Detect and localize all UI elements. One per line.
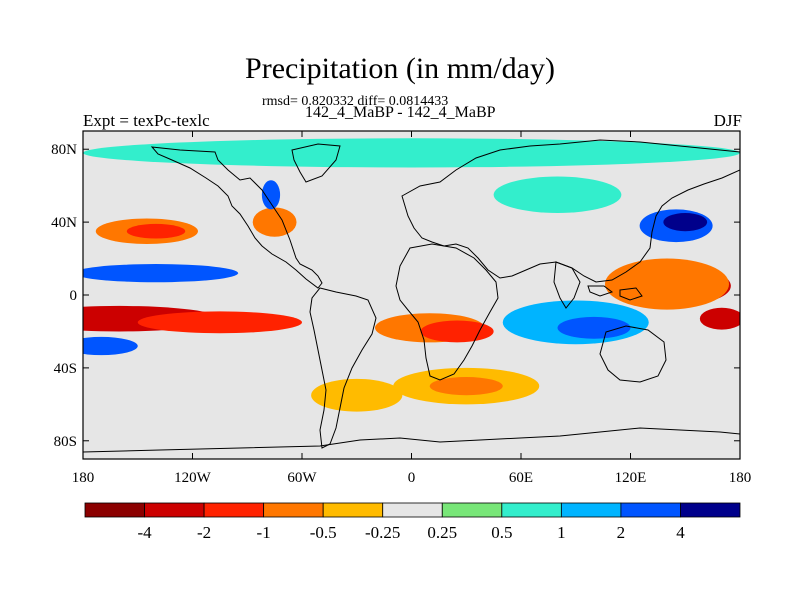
chart-subtitle: 142_4_MaBP - 142_4_MaBP	[305, 104, 496, 121]
y-tick-label-1: 40N	[51, 215, 77, 231]
y-tick-label-3: 40S	[54, 361, 77, 377]
coastlines	[83, 139, 740, 459]
precip-feature-12	[604, 258, 730, 310]
precip-feature-21	[493, 176, 622, 213]
season-label: DJF	[713, 111, 742, 130]
colorbar-swatch-4	[322, 502, 384, 518]
colorbar-swatch-1	[144, 502, 205, 518]
colorbar-swatch-7	[501, 502, 562, 518]
y-tick-label-2: 0	[70, 288, 78, 304]
precip-feature-3	[261, 180, 281, 210]
y-tick-label-4: 80S	[54, 434, 77, 450]
colorbar-label-5: 0.25	[427, 523, 457, 542]
precip-feature-1	[126, 223, 186, 239]
colorbar-label-8: 2	[617, 523, 626, 542]
precip-feature-5	[137, 311, 302, 334]
colorbar-swatch-9	[620, 502, 681, 518]
colorbar-swatch-2	[203, 502, 265, 518]
colorbar-label-2: -1	[257, 523, 271, 542]
x-tick-label-3: 0	[408, 470, 416, 486]
colorbar-label-6: 0.5	[491, 523, 512, 542]
colorbar-swatch-10	[680, 502, 741, 518]
colorbar-label-9: 4	[676, 523, 685, 542]
precipitation-field	[83, 131, 740, 459]
colorbar-swatch-6	[441, 502, 503, 518]
precip-feature-19	[663, 213, 708, 232]
precip-feature-8	[311, 378, 403, 412]
x-tick-label-6: 180	[729, 470, 752, 486]
precip-feature-13	[699, 307, 740, 330]
colorbar-swatch-5	[382, 502, 443, 518]
precip-feature-10	[429, 377, 503, 396]
precip-feature-7	[420, 320, 494, 343]
precip-feature-17	[83, 336, 138, 356]
x-tick-label-0: 180	[72, 470, 95, 486]
precip-feature-2	[252, 207, 297, 237]
colorbar-label-1: -2	[197, 523, 211, 542]
colorbar-swatch-0	[84, 502, 145, 518]
colorbar-label-7: 1	[557, 523, 566, 542]
x-tick-label-1: 120W	[174, 470, 212, 486]
colorbar-label-0: -4	[137, 523, 152, 542]
colorbar: -4 -2 -1 -0.5 -0.25 0.25 0.5 1 2 4	[84, 502, 741, 542]
axis-ticks: 180 120W 60W 0 60E 120E 180 80N 40N 0 40S 80S	[51, 131, 751, 486]
colorbar-swatch-8	[560, 502, 622, 518]
colorbar-label-4: -0.25	[365, 523, 400, 542]
chart-title: Precipitation (in mm/day)	[245, 52, 555, 85]
experiment-label: Expt = texPc-texlc	[83, 111, 210, 130]
stats-line: rmsd= 0.820332 diff= 0.0814433	[262, 94, 449, 109]
x-tick-label-2: 60W	[287, 470, 317, 486]
colorbar-swatch-3	[263, 502, 324, 518]
y-tick-label-0: 80N	[51, 142, 77, 158]
colorbar-label-3: -0.5	[310, 523, 337, 542]
x-tick-label-4: 60E	[509, 470, 533, 486]
precip-feature-20	[83, 138, 740, 168]
precip-feature-16	[557, 316, 631, 339]
x-tick-label-5: 120E	[615, 470, 647, 486]
precip-feature-14	[83, 264, 239, 283]
